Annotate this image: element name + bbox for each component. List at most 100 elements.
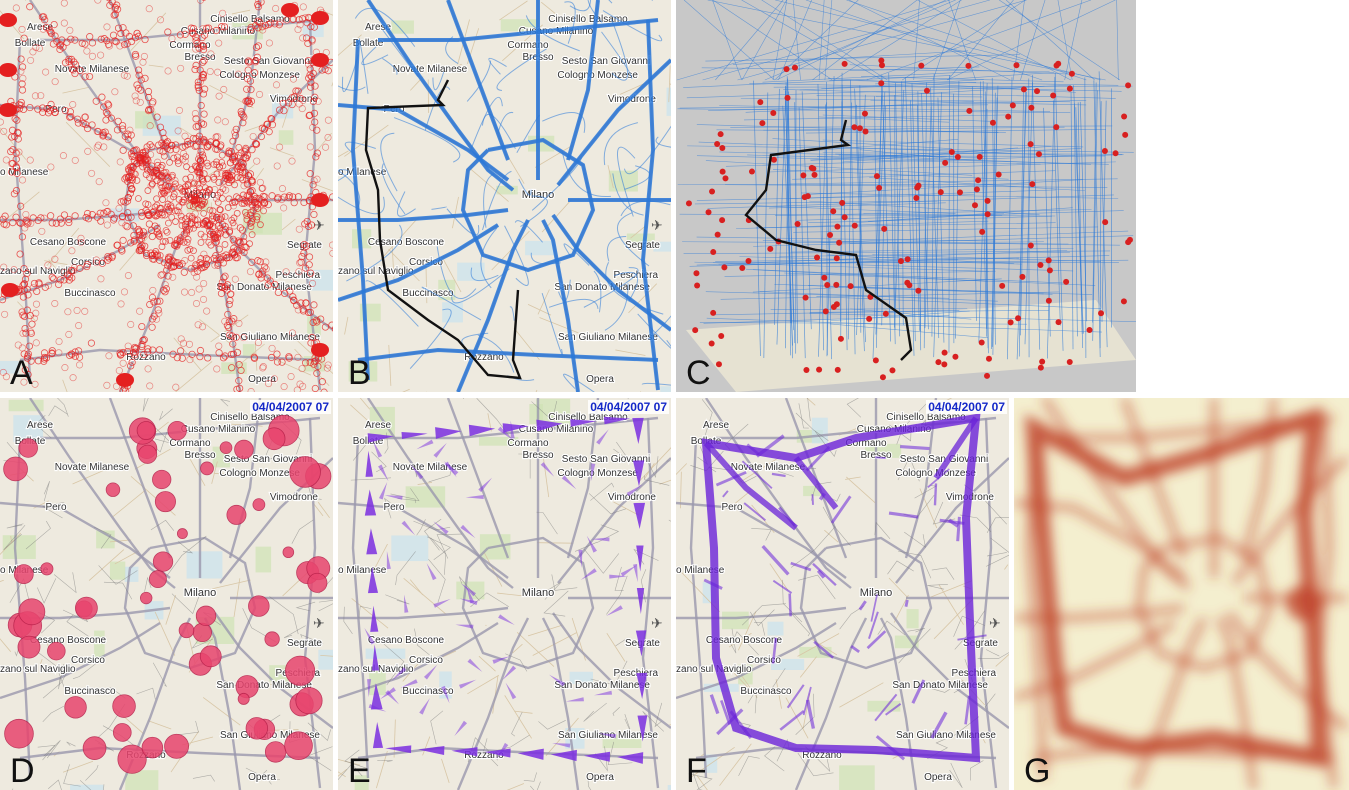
boundary-cluster	[0, 13, 17, 27]
place-label-segrate: Segrate	[287, 240, 322, 251]
panel-e: ✈ Cinisello Balsamo Cusano Milanino Arese Bo…	[338, 398, 671, 790]
airport-icon: ✈	[313, 615, 325, 631]
place-label-sesto-san-giovanni: Sesto San Giovanni	[562, 454, 650, 465]
selected-trajectory	[364, 79, 522, 380]
place-label-trezzano-sul-naviglio: Trezzano sul Naviglio	[338, 266, 414, 277]
place-label-corsico: Corsico	[409, 655, 443, 666]
place-label-arese: Arese	[703, 420, 730, 431]
place-label-cesano-boscone: Cesano Boscone	[30, 635, 107, 646]
flow-bands	[701, 413, 987, 763]
place-label-novate-milanese: Novate Milanese	[731, 462, 806, 473]
place-label-cesano-boscone: Cesano Boscone	[368, 635, 445, 646]
panel-letter-a: A	[10, 354, 33, 392]
place-label-bresso: Bresso	[184, 450, 216, 461]
airport-icon: ✈	[989, 615, 1001, 631]
place-label-san-giuliano-milanese: San Giuliano Milanese	[558, 332, 658, 343]
panel-a: ✈ Cinisello Balsamo Cusano Milanino Arese Bo…	[0, 0, 333, 392]
proportional-circles	[3, 414, 332, 774]
boundary-cluster	[281, 3, 299, 17]
place-label-cesano-boscone: Cesano Boscone	[368, 237, 445, 248]
place-label-cologno-monzese: Cologno Monzese	[219, 70, 300, 81]
panel-letter-d: D	[10, 752, 35, 790]
panel-g: G	[1014, 398, 1349, 790]
place-label-bresso: Bresso	[184, 52, 216, 63]
flow-arrows	[364, 416, 648, 764]
place-label-san-donato-milanese: San Donato Milanese	[554, 282, 650, 293]
boundary-cluster	[0, 63, 17, 77]
place-label-opera: Opera	[586, 772, 614, 783]
airport-icon: ✈	[313, 217, 325, 233]
place-label-trezzano-sul-naviglio: Trezzano sul Naviglio	[676, 664, 752, 675]
space-time-cube	[676, 0, 1136, 392]
place-label-cologno-monzese: Cologno Monzese	[557, 468, 638, 479]
panel-letter-e: E	[348, 752, 371, 790]
place-label-cesano-boscone: Cesano Boscone	[706, 635, 783, 646]
panel-f: ✈ Cinisello Balsamo Cusano Milanino Arese Bo…	[676, 398, 1009, 790]
panel-letter-g: G	[1024, 752, 1051, 790]
place-label-sesto-san-giovanni: Sesto San Giovanni	[224, 56, 312, 67]
place-label-sesto-san-giovanni: Sesto San Giovanni	[900, 454, 988, 465]
place-label-corsico: Corsico	[71, 257, 105, 268]
place-label-san-giuliano-milanese: San Giuliano Milanese	[896, 730, 996, 741]
timestamp-label-f: 04/04/2007 07	[926, 400, 1007, 414]
place-label-corsico: Corsico	[71, 655, 105, 666]
place-label-buccinasco: Buccinasco	[740, 686, 792, 697]
place-label-buccinasco: Buccinasco	[64, 686, 116, 697]
place-label-cusano-milanino: Cusano Milanino	[181, 26, 256, 37]
place-label-peschiera: Peschiera	[614, 270, 659, 281]
place-label-trezzano-sul-naviglio: Trezzano sul Naviglio	[0, 664, 76, 675]
place-label-peschiera: Peschiera	[276, 270, 321, 281]
place-label-pero: Pero	[45, 502, 67, 513]
place-label-cologno-monzese: Cologno Monzese	[219, 468, 300, 479]
boundary-cluster	[311, 193, 329, 207]
place-label-cesano-boscone: Cesano Boscone	[30, 237, 107, 248]
place-label-opera: Opera	[586, 374, 614, 385]
place-label-cusano-milanino: Cusano Milanino	[181, 424, 256, 435]
boundary-cluster	[311, 11, 329, 25]
place-label-milano: Milano	[522, 189, 554, 201]
place-label-opera: Opera	[248, 374, 276, 385]
place-label-cusano-milanino: Cusano Milanino	[519, 424, 594, 435]
place-label-arese: Arese	[365, 420, 392, 431]
place-label-buccinasco: Buccinasco	[402, 288, 454, 299]
place-label-cormano: Cormano	[507, 40, 549, 51]
airport-icon: ✈	[651, 615, 663, 631]
airport-icon: ✈	[651, 217, 663, 233]
boundary-cluster	[1, 283, 19, 297]
panel-letter-b: B	[348, 354, 371, 392]
place-label-bresso: Bresso	[522, 450, 554, 461]
place-label-rozzano: Rozzano	[126, 352, 166, 363]
place-label-bresso: Bresso	[860, 450, 892, 461]
timestamp-label-e: 04/04/2007 07	[588, 400, 669, 414]
place-label-corsico: Corsico	[747, 655, 781, 666]
place-label-vimodrone: Vimodrone	[608, 492, 657, 503]
point-cloud	[0, 0, 333, 392]
place-label-cinisello-balsamo: Cinisello Balsamo	[210, 14, 290, 25]
place-label-san-donato-milanese: San Donato Milanese	[892, 680, 988, 691]
place-label-san-donato-milanese: San Donato Milanese	[216, 282, 312, 293]
place-label-bollate: Bollate	[15, 38, 46, 49]
panel-letter-c: C	[686, 354, 711, 392]
place-label-sesto-san-giovanni: Sesto San Giovanni	[562, 56, 650, 67]
place-label-settimo-milanese: Settimo Milanese	[338, 565, 387, 576]
timestamp-label-d: 04/04/2007 07	[250, 400, 331, 414]
place-label-arese: Arese	[27, 420, 54, 431]
place-label-cinisello-balsamo: Cinisello Balsamo	[210, 412, 290, 423]
place-label-segrate: Segrate	[287, 638, 322, 649]
place-label-cinisello-balsamo: Cinisello Balsamo	[548, 14, 628, 25]
place-label-opera: Opera	[924, 772, 952, 783]
panel-b: ✈ Cinisello Balsamo Cusano Milanino Arese Bo…	[338, 0, 671, 392]
boundary-cluster	[311, 343, 329, 357]
place-label-peschiera: Peschiera	[614, 668, 659, 679]
selected-trajectory-3d	[744, 119, 913, 361]
place-label-milano: Milano	[184, 587, 216, 599]
place-label-milano: Milano	[522, 587, 554, 599]
place-label-settimo-milanese: Settimo Milanese	[0, 167, 49, 178]
place-label-vimodrone: Vimodrone	[270, 492, 319, 503]
place-label-novate-milanese: Novate Milanese	[393, 462, 468, 473]
place-label-vimodrone: Vimodrone	[608, 94, 657, 105]
